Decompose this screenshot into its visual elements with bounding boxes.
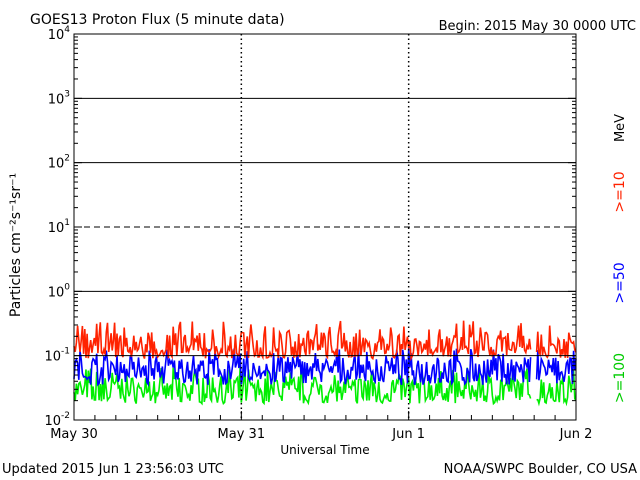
- y-tick-exponent: 3: [64, 89, 70, 99]
- series-line-1: [73, 348, 577, 387]
- y-tick-base: 10: [48, 92, 65, 107]
- y-tick-base: 10: [48, 285, 65, 300]
- y-tick-label-0: 10-2: [44, 411, 70, 429]
- y-tick-base: 10: [48, 157, 65, 172]
- y-tick-exponent: -1: [61, 347, 70, 357]
- x-axis-ticks: May 30 May 31 Jun 1 Jun 2: [50, 411, 592, 442]
- y-tick-label-1: 10-1: [44, 347, 70, 365]
- channel-label-50mev: >=50: [612, 262, 628, 303]
- unit-label-mev: MeV: [613, 114, 628, 142]
- y-tick-base: 10: [44, 350, 61, 365]
- y-tick-label-5: 103: [48, 89, 70, 107]
- y-tick-label-3: 101: [48, 218, 70, 236]
- begin-time: Begin: 2015 May 30 0000 UTC: [439, 19, 636, 34]
- x-tick-label-3: Jun 2: [559, 427, 593, 442]
- y-tick-exponent: 2: [64, 154, 70, 164]
- chart-title: GOES13 Proton Flux (5 minute data): [30, 12, 285, 28]
- y-tick-exponent: 4: [64, 25, 70, 35]
- y-axis-title: Particles cm⁻²s⁻¹sr⁻¹: [8, 173, 24, 317]
- y-tick-label-4: 102: [48, 154, 70, 172]
- x-tick-label-0: May 30: [50, 427, 98, 442]
- series-line-0: [73, 320, 577, 362]
- y-tick-exponent: -2: [61, 411, 70, 421]
- channel-label-10mev: >=10: [612, 171, 628, 212]
- y-tick-label-6: 104: [48, 25, 71, 43]
- y-tick-exponent: 1: [64, 218, 70, 228]
- source-credit: NOAA/SWPC Boulder, CO USA: [444, 462, 637, 477]
- y-tick-label-2: 100: [48, 282, 71, 300]
- grid-lines: [74, 34, 576, 420]
- x-tick-label-1: May 31: [218, 427, 266, 442]
- x-tick-label-2: Jun 1: [391, 427, 425, 442]
- plot-series: [73, 320, 577, 407]
- x-axis-title: Universal Time: [280, 443, 369, 457]
- y-tick-exponent: 0: [64, 282, 70, 292]
- channel-label-100mev: >=100: [612, 353, 628, 403]
- y-tick-base: 10: [48, 221, 65, 236]
- y-tick-base: 10: [44, 414, 61, 429]
- updated-timestamp: Updated 2015 Jun 1 23:56:03 UTC: [2, 462, 224, 477]
- y-tick-base: 10: [48, 28, 65, 43]
